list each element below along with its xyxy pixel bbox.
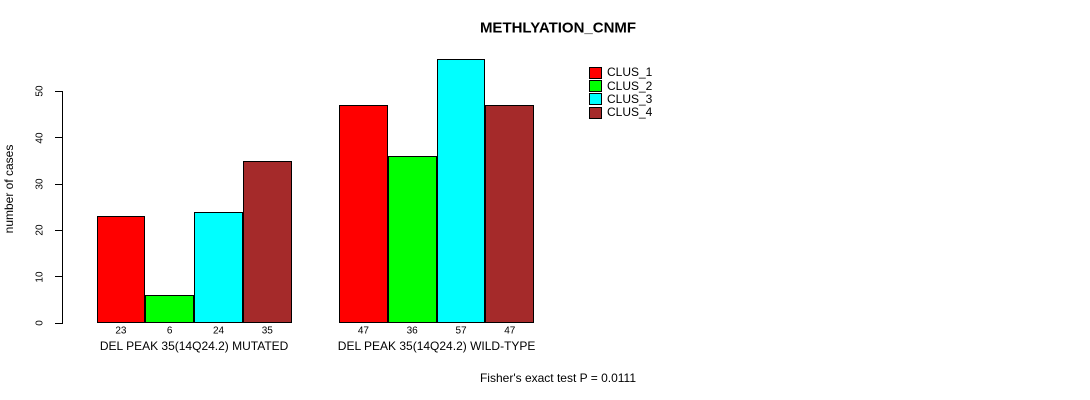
y-axis-tick-label: 40	[34, 132, 46, 144]
legend-label: CLUS_1	[607, 65, 653, 80]
y-axis-tick	[55, 229, 62, 231]
bar-value-label: 57	[455, 325, 467, 337]
bar-value-label: 24	[212, 325, 225, 337]
y-axis-tick-label: 50	[34, 85, 46, 97]
legend-swatch	[589, 66, 602, 79]
bar-clus_3	[436, 58, 486, 323]
y-axis-tick-label: 0	[34, 320, 46, 326]
bar-clus_2	[145, 295, 195, 323]
group-label: DEL PEAK 35(14Q24.2) WILD-TYPE	[337, 339, 536, 353]
legend-row: CLUS_3	[589, 91, 653, 106]
y-axis-line	[62, 91, 63, 324]
y-axis-tick	[55, 90, 62, 92]
group-label: DEL PEAK 35(14Q24.2) MUTATED	[99, 339, 289, 353]
legend-label: CLUS_2	[607, 78, 653, 93]
legend: CLUS_1 CLUS_2 CLUS_3 CLUS_4	[589, 66, 652, 120]
bar-value-label: 6	[166, 325, 173, 337]
legend-label: CLUS_4	[607, 105, 653, 120]
bar-value-label: 47	[504, 325, 516, 337]
bar-clus_4	[242, 160, 292, 323]
chart-title: METHLYATION_CNMF	[479, 19, 637, 37]
bar-clus_3	[194, 211, 243, 323]
legend-swatch	[589, 80, 602, 93]
bar-clus_1	[96, 216, 146, 323]
y-axis-tick-label: 30	[34, 178, 46, 190]
y-axis-tick-label: 10	[34, 271, 46, 283]
y-axis-tick-label: 20	[34, 224, 46, 236]
legend-swatch	[589, 106, 602, 119]
y-axis-tick	[55, 276, 62, 278]
legend-label: CLUS_3	[607, 91, 653, 106]
bar-value-label: 36	[406, 325, 418, 337]
bar-value-label: 23	[115, 325, 127, 337]
y-axis-tick	[55, 137, 62, 139]
bar-clus_1	[339, 105, 388, 323]
legend-row: CLUS_4	[589, 106, 652, 119]
bar-clus_2	[387, 156, 437, 323]
bar-value-label: 35	[261, 325, 273, 337]
bar-value-label: 47	[357, 325, 369, 337]
legend-swatch	[589, 93, 602, 106]
bar-clus_4	[485, 105, 535, 323]
y-axis-tick	[55, 183, 62, 185]
legend-row: CLUS_1	[589, 66, 652, 79]
legend-row: CLUS_2	[589, 78, 653, 93]
y-axis-label: number of cases	[2, 144, 16, 234]
y-axis-tick	[55, 322, 62, 324]
footnote-pvalue: Fisher's exact test P = 0.0111	[479, 371, 637, 385]
